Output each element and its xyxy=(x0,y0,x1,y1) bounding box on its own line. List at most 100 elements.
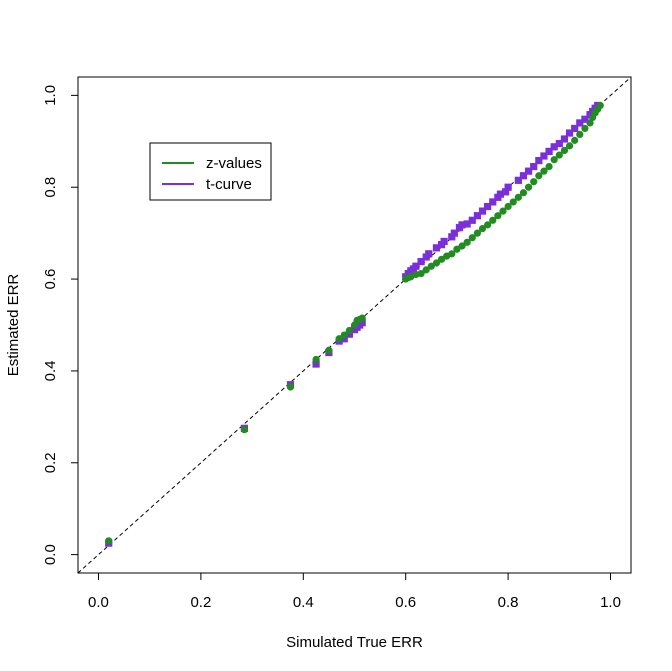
point-t-curve xyxy=(540,152,548,160)
point-t-curve xyxy=(473,212,481,220)
point-z-values xyxy=(312,355,320,364)
point-z-values xyxy=(345,326,353,335)
point-z-values xyxy=(489,216,497,224)
point-z-values xyxy=(504,202,512,211)
point-z-values xyxy=(286,383,295,391)
x-axis-title: Simulated True ERR xyxy=(286,634,423,651)
points-layer xyxy=(105,101,604,547)
point-t-curve xyxy=(484,202,492,211)
point-t-curve xyxy=(576,119,584,127)
point-z-values xyxy=(560,146,569,155)
legend-box xyxy=(149,142,272,201)
point-z-values xyxy=(358,314,366,322)
y-tick-label: 0.8 xyxy=(42,177,59,198)
point-z-values xyxy=(581,124,589,133)
point-z-values xyxy=(340,331,348,339)
point-t-curve xyxy=(489,198,497,206)
point-z-values xyxy=(519,189,528,197)
point-z-values xyxy=(514,193,522,201)
x-tick-label: 0.6 xyxy=(395,594,416,611)
point-z-values xyxy=(565,142,574,150)
x-tick-label: 0.8 xyxy=(498,594,519,611)
point-z-values xyxy=(494,212,502,220)
x-tick-label: 0.0 xyxy=(88,594,109,611)
point-t-curve xyxy=(545,147,553,155)
point-z-values xyxy=(448,250,456,258)
point-t-curve xyxy=(425,250,433,258)
point-z-values xyxy=(550,156,558,164)
point-z-values xyxy=(499,207,507,215)
legend: z-values t-curve xyxy=(149,142,272,201)
point-t-curve xyxy=(478,207,487,215)
point-t-curve xyxy=(450,229,458,237)
point-z-values xyxy=(437,255,446,263)
point-t-curve xyxy=(535,156,543,165)
point-z-values xyxy=(484,221,492,229)
point-z-values xyxy=(468,234,476,242)
point-t-curve xyxy=(312,360,320,368)
point-t-curve xyxy=(501,188,510,196)
x-tick-label: 0.2 xyxy=(190,594,211,611)
point-t-curve xyxy=(565,129,574,137)
x-tick-label: 0.4 xyxy=(293,594,314,611)
point-z-values xyxy=(105,537,113,545)
point-z-values xyxy=(458,242,466,250)
point-t-curve xyxy=(504,183,512,191)
point-z-values xyxy=(427,262,435,270)
point-z-values xyxy=(540,167,548,175)
y-tick-label: 0.4 xyxy=(42,360,59,381)
point-t-curve xyxy=(448,233,456,241)
point-t-curve xyxy=(555,139,563,148)
point-z-values xyxy=(555,151,563,159)
point-t-curve xyxy=(496,190,505,198)
point-t-curve xyxy=(412,262,420,270)
point-z-values xyxy=(530,178,538,186)
point-t-curve xyxy=(468,216,476,224)
point-t-curve xyxy=(581,115,589,123)
point-z-values xyxy=(335,335,343,343)
point-z-values xyxy=(545,162,553,171)
point-z-values xyxy=(571,136,579,144)
point-z-values xyxy=(586,119,594,127)
point-z-values xyxy=(422,266,430,274)
point-t-curve xyxy=(463,220,471,228)
point-t-curve xyxy=(417,258,425,266)
point-z-values xyxy=(576,130,584,139)
y-axis-title: Estimated ERR xyxy=(5,274,22,377)
point-t-curve xyxy=(550,143,558,151)
legend-label-t-curve: t-curve xyxy=(206,176,252,193)
point-t-curve xyxy=(458,221,466,229)
point-z-values xyxy=(417,269,425,278)
plot-frame xyxy=(77,76,632,574)
point-t-curve xyxy=(560,135,569,143)
x-axis: 0.0 0.2 0.4 0.6 0.8 1.0 xyxy=(88,573,621,611)
y-axis: 0.0 0.2 0.4 0.6 0.8 1.0 xyxy=(42,85,78,565)
point-z-values xyxy=(473,229,481,237)
point-t-curve xyxy=(519,172,528,180)
y-tick-label: 1.0 xyxy=(42,85,59,106)
point-t-curve xyxy=(530,162,538,171)
point-z-values xyxy=(240,426,249,434)
y-tick-label: 0.6 xyxy=(42,269,59,290)
point-z-values xyxy=(463,238,471,246)
point-t-curve xyxy=(514,176,522,184)
point-t-curve xyxy=(440,237,448,246)
point-z-values xyxy=(453,245,461,253)
y-tick-label: 0.0 xyxy=(42,544,59,565)
point-z-values xyxy=(535,172,543,180)
x-tick-label: 1.0 xyxy=(600,594,621,611)
point-z-values xyxy=(432,259,441,267)
point-t-curve xyxy=(571,124,579,133)
point-z-values xyxy=(509,198,517,206)
point-z-values xyxy=(478,224,487,233)
point-t-curve xyxy=(524,167,533,175)
y-tick-label: 0.2 xyxy=(42,452,59,473)
point-z-values xyxy=(325,346,333,354)
point-t-curve xyxy=(340,335,348,343)
legend-label-z-values: z-values xyxy=(206,155,262,172)
point-z-values xyxy=(524,183,533,191)
point-t-curve xyxy=(358,319,366,327)
point-t-curve xyxy=(432,244,441,252)
